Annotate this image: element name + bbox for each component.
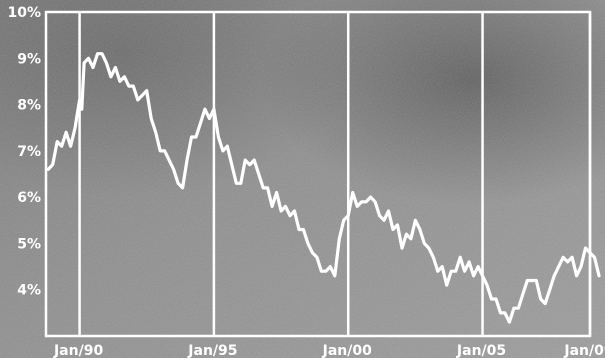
y-tick-label: 9%	[17, 51, 41, 67]
x-tick-label: Jan/00	[322, 343, 372, 358]
plot-frame	[44, 10, 592, 338]
series-line	[46, 52, 601, 324]
y-axis-ticks: 10% 9% 8% 7% 6% 5% 4%	[7, 5, 41, 299]
y-tick-label: 7%	[17, 144, 41, 160]
y-tick-label: 4%	[17, 283, 41, 299]
y-tick-label: 10%	[7, 5, 41, 21]
x-tick-label: Jan/95	[187, 343, 237, 358]
series-layer	[46, 52, 601, 324]
x-tick-label: Jan/09	[563, 343, 605, 358]
y-tick-label: 8%	[17, 98, 41, 114]
y-tick-label: 5%	[17, 236, 41, 252]
x-tick-label: Jan/05	[456, 343, 506, 358]
y-tick-label: 6%	[17, 190, 41, 206]
x-tick-label: Jan/90	[53, 343, 103, 358]
x-axis-ticks: Jan/90 Jan/95 Jan/00 Jan/05 Jan/09	[53, 343, 605, 358]
